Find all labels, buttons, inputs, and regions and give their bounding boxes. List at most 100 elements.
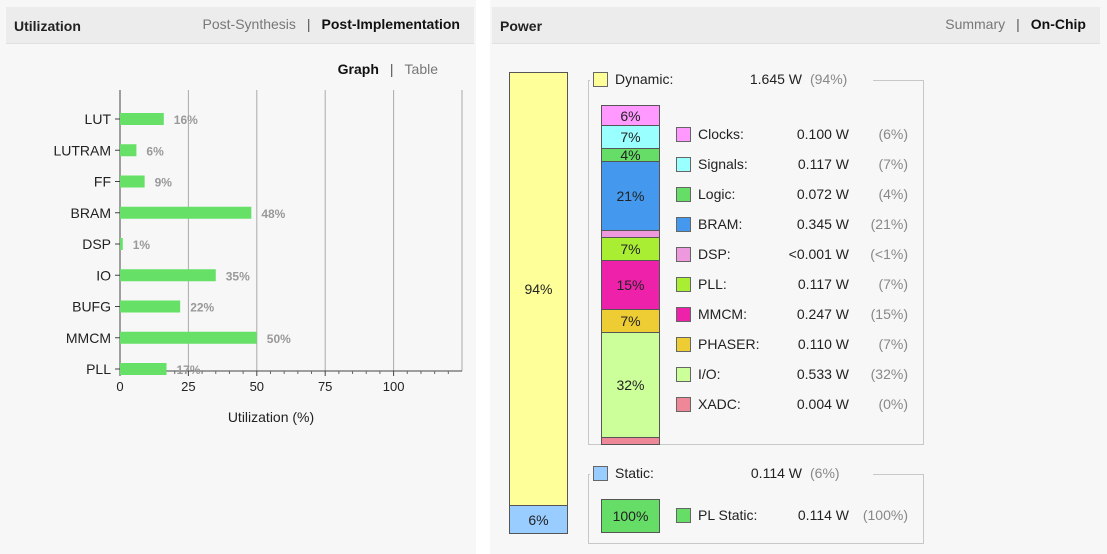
bar-dsp (120, 238, 123, 250)
legend-swatch-mmcm (676, 307, 691, 322)
dynamic-bar-segment-i-o: 32% (601, 332, 660, 438)
static-header-line (873, 474, 923, 475)
legend-swatch-logic (676, 187, 691, 202)
dynamic-bar-segment-clocks: 6% (601, 105, 660, 126)
tab-post-synthesis[interactable]: Post-Synthesis (202, 16, 296, 32)
legend-value-pll: 0.117 W (797, 276, 849, 292)
power-title: Power (500, 18, 543, 34)
tab-table[interactable]: Table (404, 61, 438, 77)
legend-percent-clocks: (6%) (878, 126, 908, 142)
utilization-panel: Utilization Post-Synthesis | Post-Implem… (0, 0, 476, 554)
legend-percent-bram: (21%) (870, 216, 908, 232)
x-tick-label: 100 (383, 379, 405, 394)
legend-value-dsp: <0.001 W (788, 246, 849, 262)
view-tabs: Graph | Table (338, 61, 438, 77)
bar-value-label-bufg: 22% (190, 301, 214, 315)
y-tick-label-dsp: DSP (82, 236, 111, 252)
legend-percent-i-o: (32%) (870, 366, 908, 382)
legend-value-xadc: 0.004 W (796, 396, 849, 412)
bar-bram (120, 206, 252, 219)
y-tick-label-lutram: LUTRAM (53, 142, 111, 158)
dynamic-bar-segment-logic: 4% (601, 147, 660, 163)
bar-value-label-io: 35% (226, 269, 250, 283)
legend-value-mmcm: 0.247 W (796, 306, 849, 322)
legend-swatch-clocks (676, 127, 691, 142)
static-value: 0.114 W (750, 465, 802, 481)
static-swatch (593, 466, 608, 481)
tab-post-implementation[interactable]: Post-Implementation (321, 16, 460, 32)
legend-percent-dsp: (<1%) (870, 246, 908, 262)
legend-label-dsp: DSP: (698, 246, 731, 262)
bar-io (120, 269, 216, 282)
bar-lut (120, 113, 164, 125)
x-tick-label: 75 (318, 379, 332, 394)
tab-on-chip[interactable]: On-Chip (1030, 16, 1086, 32)
dynamic-percent: (94%) (810, 71, 848, 87)
legend-swatch-signals (676, 157, 691, 172)
dynamic-header-bg (590, 69, 920, 89)
bar-value-label-pll: 17% (177, 363, 201, 377)
legend-value-logic: 0.072 W (796, 186, 849, 202)
legend-value-signals: 0.117 W (797, 156, 849, 172)
legend-percent-signals: (7%) (878, 156, 908, 172)
legend-percent-pl-static: (100%) (862, 507, 908, 523)
tab-separator: | (389, 61, 394, 77)
dynamic-header-line (873, 80, 923, 81)
legend-percent-pll: (7%) (878, 276, 908, 292)
legend-swatch-pll (676, 277, 691, 292)
legend-swatch-bram (676, 217, 691, 232)
x-tick-label: 0 (116, 379, 123, 394)
bar-value-label-dsp: 1% (133, 238, 151, 252)
y-tick-label-lut: LUT (85, 111, 112, 127)
static-label: Static: (615, 465, 654, 481)
static-header-bg (590, 463, 920, 483)
bar-value-label-lut: 16% (174, 113, 198, 127)
y-tick-label-mmcm: MMCM (66, 330, 111, 346)
legend-label-logic: Logic: (698, 186, 736, 202)
total-bar-segment-dynamic: 94% (509, 72, 568, 506)
bar-pll (120, 363, 167, 375)
legend-label-i-o: I/O: (698, 366, 721, 382)
static-bar-segment-pl-static: 100% (601, 499, 660, 533)
tab-summary[interactable]: Summary (945, 16, 1006, 32)
dynamic-bar-segment-phaser: 7% (601, 309, 660, 333)
legend-label-pl-static: PL Static: (698, 507, 758, 523)
legend-swatch-pl-static (676, 508, 691, 523)
legend-value-bram: 0.345 W (796, 216, 849, 232)
power-panel: Power Summary | On-Chip 94% 6% Dynamic: 1.6… (490, 0, 1107, 554)
tab-graph[interactable]: Graph (337, 61, 379, 77)
utilization-tabs: Post-Synthesis | Post-Implementation (203, 16, 460, 32)
dynamic-label: Dynamic: (615, 71, 674, 87)
bar-value-label-mmcm: 50% (267, 332, 291, 346)
bar-bufg (120, 300, 181, 313)
dynamic-bar-segment-bram: 21% (601, 161, 660, 231)
legend-swatch-phaser (676, 337, 691, 352)
dynamic-bar-segment-pll: 7% (601, 237, 660, 261)
legend-label-mmcm: MMCM: (698, 306, 747, 322)
legend-swatch-xadc (676, 397, 691, 412)
x-axis-label: Utilization (%) (228, 409, 314, 425)
legend-percent-phaser: (7%) (878, 336, 908, 352)
bar-value-label-ff: 9% (155, 176, 173, 190)
legend-swatch-i-o (676, 367, 691, 382)
power-tabs: Summary | On-Chip (945, 16, 1086, 32)
dynamic-bar-segment-xadc (601, 437, 660, 445)
legend-label-clocks: Clocks: (698, 126, 744, 142)
legend-value-phaser: 0.110 W (797, 336, 849, 352)
bar-value-label-bram: 48% (261, 207, 285, 221)
legend-label-phaser: PHASER: (698, 336, 760, 352)
x-tick-label: 25 (181, 379, 195, 394)
dynamic-swatch (593, 72, 608, 87)
legend-label-xadc: XADC: (698, 396, 741, 412)
y-tick-label-ff: FF (94, 174, 111, 190)
y-tick-label-bufg: BUFG (72, 299, 111, 315)
legend-swatch-dsp (676, 247, 691, 262)
dynamic-value: 1.645 W (749, 71, 802, 87)
bar-mmcm (120, 331, 257, 344)
static-percent: (6%) (810, 465, 840, 481)
dynamic-bar-segment-mmcm: 15% (601, 260, 660, 310)
legend-label-bram: BRAM: (698, 216, 743, 232)
legend-value-clocks: 0.100 W (796, 126, 849, 142)
legend-percent-mmcm: (15%) (870, 306, 908, 322)
y-tick-label-io: IO (96, 267, 111, 283)
